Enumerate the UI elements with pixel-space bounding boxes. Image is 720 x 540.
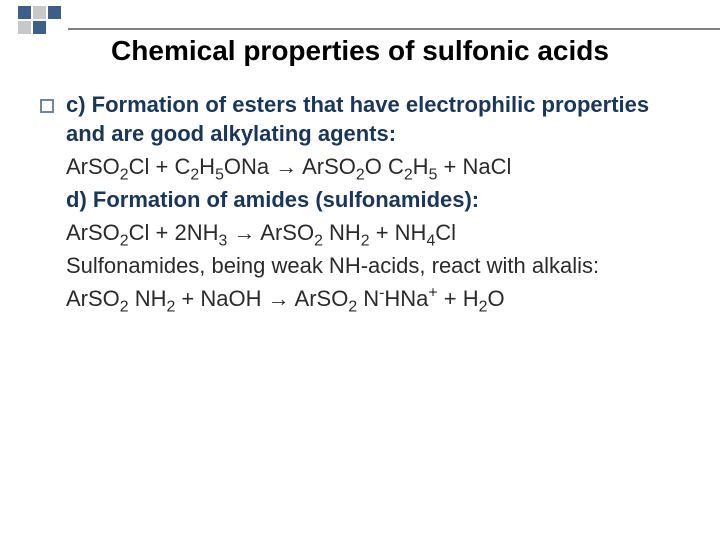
slide: Chemical properties of sulfonic acids c)… <box>0 0 720 540</box>
section-heading: c) Formation of esters that have electro… <box>66 90 680 148</box>
deco-line <box>68 28 720 30</box>
deco-squares-row-2 <box>18 21 46 34</box>
section-heading: d) Formation of amides (sulfonamides): <box>66 185 680 214</box>
deco-square <box>18 6 31 19</box>
body-line: Sulfonamides, being weak NH-acids, react… <box>66 251 680 280</box>
deco-square <box>48 6 61 19</box>
body-line: ArSO2Cl + 2NH3 → ArSO2 NH2 + NH4Cl <box>66 218 680 247</box>
deco-squares-row-1 <box>18 6 61 19</box>
slide-body: c) Formation of esters that have electro… <box>40 90 680 317</box>
body-line: ArSO2Cl + C2H5ONa → ArSO2O C2H5 + NaCl <box>66 152 680 181</box>
body-line: ArSO2 NH2 + NaOH → ArSO2 N-HNa+ + H2O <box>66 284 680 313</box>
slide-content: Chemical properties of sulfonic acids c)… <box>40 34 680 317</box>
slide-title: Chemical properties of sulfonic acids <box>40 34 680 68</box>
deco-square <box>18 21 31 34</box>
deco-square <box>33 21 46 34</box>
deco-square <box>33 6 46 19</box>
section-content: c) Formation of esters that have electro… <box>66 90 680 185</box>
section-content: d) Formation of amides (sulfonamides): Ar… <box>66 185 680 317</box>
bullet-icon <box>40 99 54 113</box>
section-heading-row: d) Formation of amides (sulfonamides): Ar… <box>40 185 680 317</box>
section-heading-row: c) Formation of esters that have electro… <box>40 90 680 185</box>
